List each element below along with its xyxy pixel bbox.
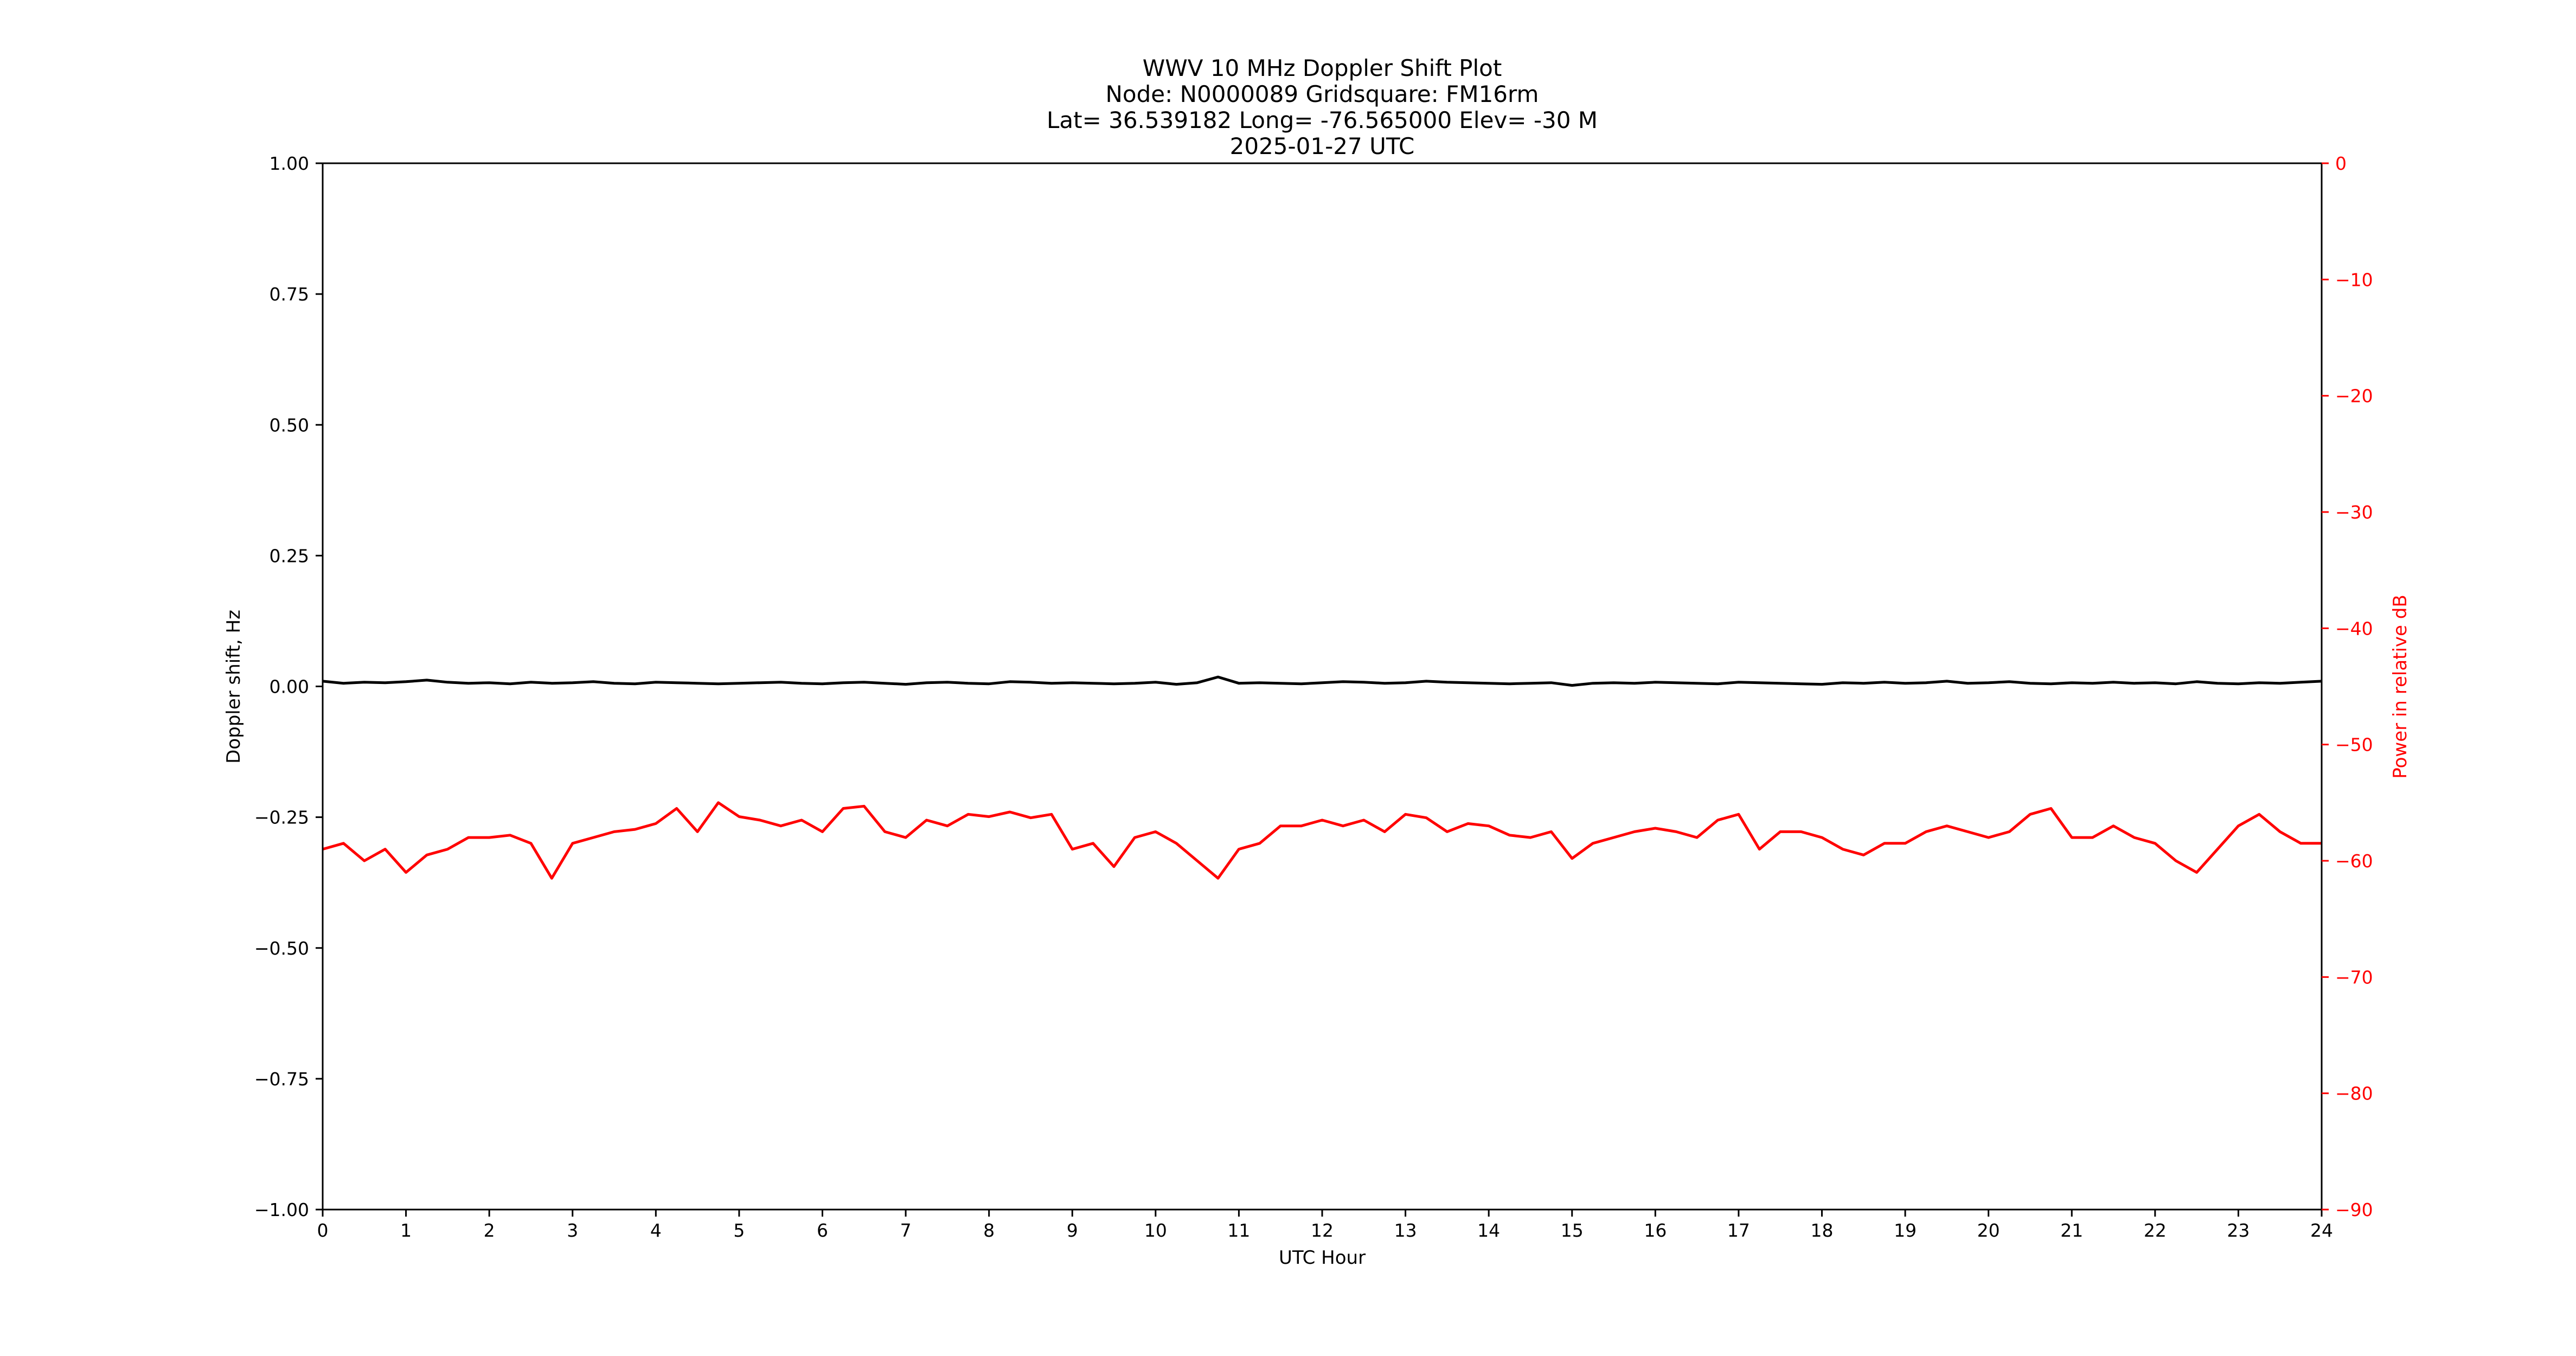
x-tick-label: 7 xyxy=(900,1220,912,1241)
x-tick-label: 5 xyxy=(733,1220,745,1241)
y-axis-label: Doppler shift, Hz xyxy=(223,610,245,764)
y-tick-label: 0.00 xyxy=(270,676,309,698)
doppler-series-line xyxy=(322,675,2322,687)
y-axis-left: 1.00 0.75 0.50 0.25 0.00 −0.25 −0.50 −0.75 −1.00 xyxy=(254,153,323,1220)
x-tick-label: 6 xyxy=(817,1220,828,1241)
x-tick-label: 13 xyxy=(1394,1220,1417,1241)
y2-tick-label: −40 xyxy=(2335,618,2373,639)
y2-tick-label: −70 xyxy=(2335,967,2373,988)
y2-tick-label: −50 xyxy=(2335,734,2373,756)
y-tick-label: −0.75 xyxy=(254,1069,309,1090)
x-tick-label: 21 xyxy=(2060,1220,2083,1241)
x-tick-label: 0 xyxy=(317,1220,329,1241)
x-tick-label: 12 xyxy=(1311,1220,1334,1241)
y2-tick-label: −30 xyxy=(2335,502,2373,523)
x-tick-label: 20 xyxy=(1977,1220,2000,1241)
y-tick-label: 0.25 xyxy=(270,545,309,566)
y2-axis-label: Power in relative dB xyxy=(2389,594,2411,778)
x-tick-label: 14 xyxy=(1477,1220,1500,1241)
x-tick-label: 2 xyxy=(484,1220,495,1241)
x-tick-label: 4 xyxy=(650,1220,662,1241)
y-tick-label: 0.50 xyxy=(270,414,309,436)
x-tick-label: 15 xyxy=(1561,1220,1584,1241)
plot-frame xyxy=(322,162,2323,1211)
x-tick-label: 11 xyxy=(1227,1220,1250,1241)
y2-tick-label: −10 xyxy=(2335,269,2373,290)
x-axis-label: UTC Hour xyxy=(1279,1247,1366,1269)
y2-tick-label: −60 xyxy=(2335,850,2373,872)
x-tick-label: 16 xyxy=(1644,1220,1667,1241)
power-series-line xyxy=(322,801,2322,880)
y2-tick-label: −80 xyxy=(2335,1083,2373,1104)
y-tick-label: 0.75 xyxy=(270,284,309,305)
x-tick-label: 1 xyxy=(400,1220,412,1241)
y-tick-label: 1.00 xyxy=(270,153,309,174)
y-tick-label: −0.25 xyxy=(254,807,309,828)
y2-tick-label: −20 xyxy=(2335,386,2373,407)
x-tick-label: 22 xyxy=(2144,1220,2167,1241)
title-line-2: Node: N0000089 Gridsquare: FM16rm xyxy=(1106,81,1539,107)
y-tick-label: −0.50 xyxy=(254,938,309,959)
x-tick-label: 17 xyxy=(1727,1220,1750,1241)
y-tick-label: −1.00 xyxy=(254,1199,309,1220)
x-tick-label: 24 xyxy=(2310,1220,2333,1241)
y2-tick-label: 0 xyxy=(2335,153,2347,174)
x-tick-label: 18 xyxy=(1811,1220,1834,1241)
x-tick-label: 3 xyxy=(567,1220,578,1241)
x-tick-label: 23 xyxy=(2227,1220,2250,1241)
x-tick-label: 19 xyxy=(1894,1220,1917,1241)
chart-title: WWV 10 MHz Doppler Shift Plot Node: N000… xyxy=(1047,55,1598,159)
title-line-4: 2025-01-27 UTC xyxy=(1230,133,1415,159)
x-tick-label: 9 xyxy=(1067,1220,1078,1241)
y-axis-right: 0 −10 −20 −30 −40 −50 −60 −70 −80 −90 xyxy=(2322,153,2373,1220)
plot-area xyxy=(322,162,2323,1211)
x-axis: 0 1 2 3 4 5 6 7 8 9 10 11 12 13 14 15 16 17 18 19 20 21 22 23 24 xyxy=(317,1210,2333,1241)
y2-tick-label: −90 xyxy=(2335,1199,2373,1220)
title-line-1: WWV 10 MHz Doppler Shift Plot xyxy=(1143,55,1502,81)
x-tick-label: 10 xyxy=(1144,1220,1167,1241)
x-tick-label: 8 xyxy=(983,1220,995,1241)
title-line-3: Lat= 36.539182 Long= -76.565000 Elev= -3… xyxy=(1047,107,1598,133)
